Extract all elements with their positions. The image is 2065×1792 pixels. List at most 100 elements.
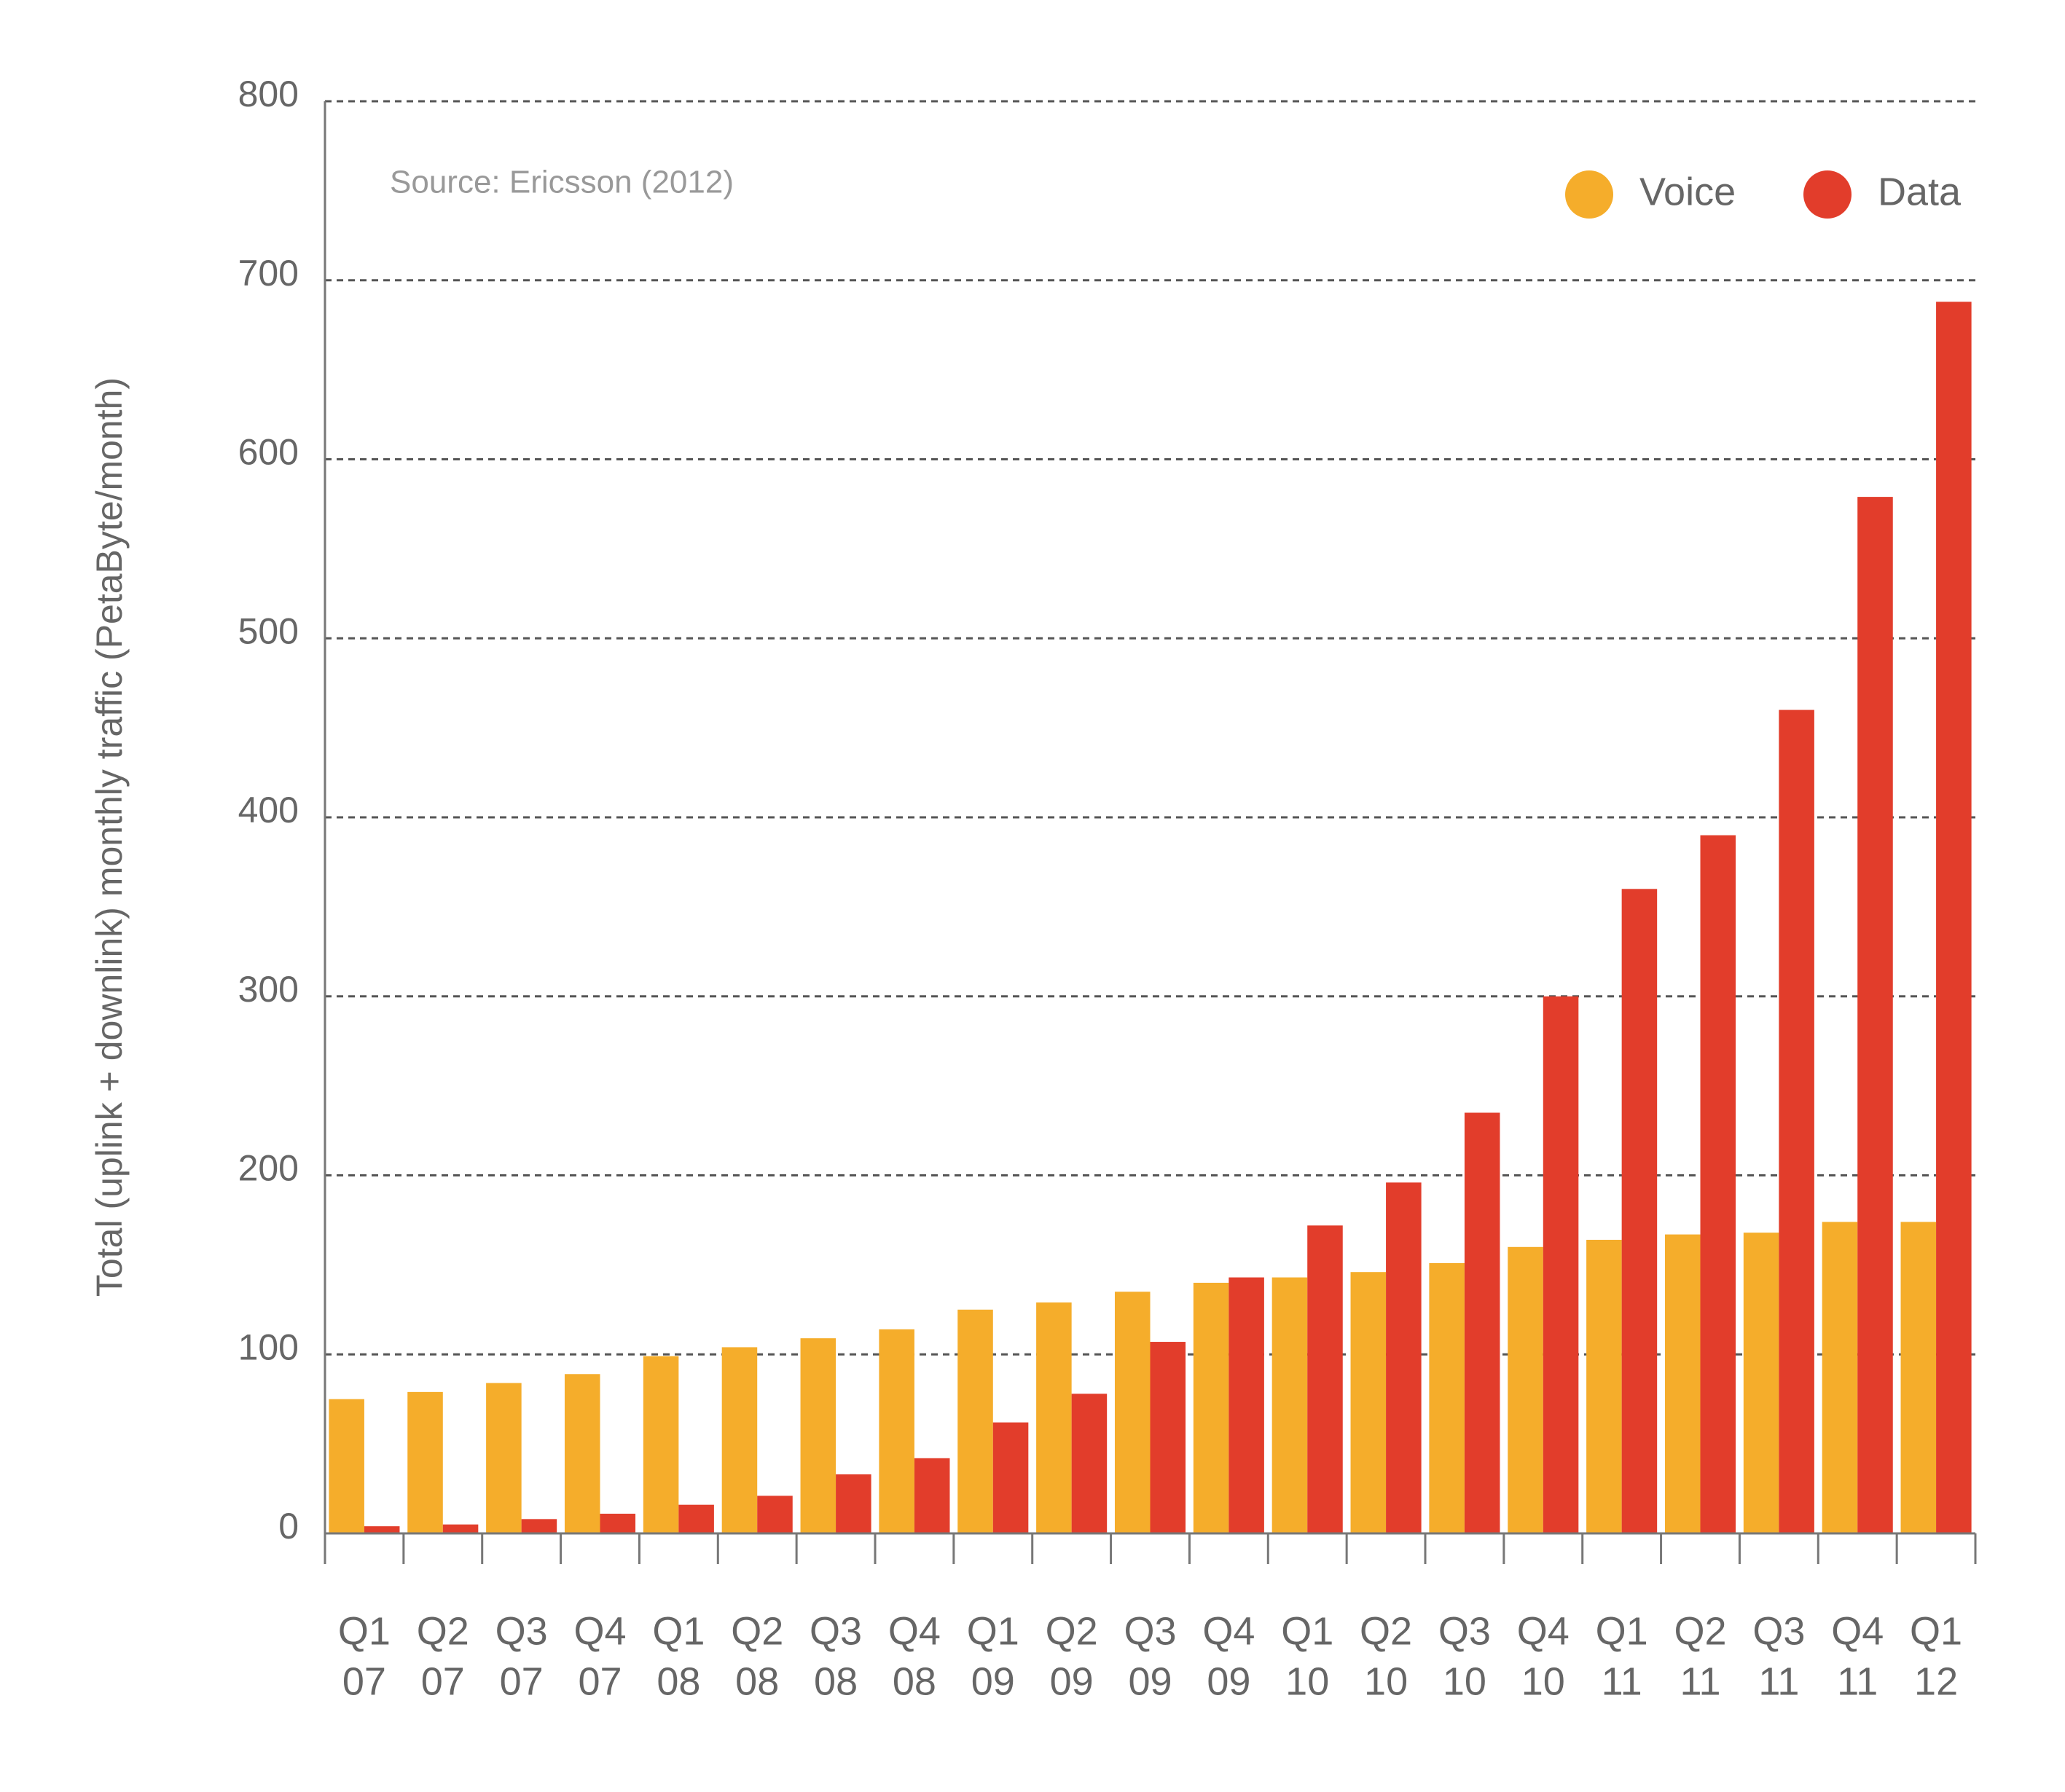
x-tick-label: 08 [893, 1659, 936, 1703]
bar [1936, 302, 1972, 1533]
x-tick-label: Q1 [1910, 1609, 1962, 1653]
bar [643, 1356, 679, 1533]
bar [1193, 1282, 1229, 1533]
bar [800, 1338, 836, 1533]
bar [1150, 1342, 1186, 1533]
x-tick-label: Q2 [1674, 1609, 1726, 1653]
x-tick-label: 11 [1680, 1659, 1720, 1703]
x-tick-label: Q4 [1202, 1609, 1255, 1653]
bar [1822, 1222, 1858, 1533]
bar [879, 1329, 914, 1533]
y-tick-label: 200 [238, 1148, 299, 1189]
x-tick-label: 07 [500, 1659, 544, 1703]
source-note: Source: Ericsson (2012) [390, 165, 734, 200]
bar [1700, 835, 1736, 1533]
bar [1543, 996, 1579, 1533]
bar [1386, 1182, 1422, 1533]
x-tick-label: Q3 [810, 1609, 862, 1653]
x-tick-label: 11 [1837, 1659, 1878, 1703]
x-tick-label: Q3 [1124, 1609, 1176, 1653]
bar [1271, 1277, 1308, 1533]
bar [1114, 1292, 1151, 1533]
x-tick-label: 07 [421, 1659, 465, 1703]
x-tick-label: 09 [1207, 1659, 1250, 1703]
y-tick-label: 500 [238, 610, 299, 651]
bar [1743, 1233, 1779, 1533]
x-tick-label: 09 [1128, 1659, 1172, 1703]
y-tick-label: 400 [238, 790, 299, 830]
y-tick-label: 300 [238, 969, 299, 1010]
x-tick-label: Q1 [1281, 1609, 1333, 1653]
bar [957, 1309, 993, 1533]
x-tick-label: 10 [1364, 1659, 1408, 1703]
bar [1429, 1262, 1465, 1533]
bar [1307, 1225, 1343, 1533]
bar [600, 1513, 636, 1533]
x-tick-label: Q1 [967, 1609, 1019, 1653]
bar [1779, 710, 1814, 1533]
bar [721, 1347, 758, 1533]
x-tick-label: Q2 [1360, 1609, 1412, 1653]
bar [1857, 497, 1893, 1534]
x-tick-label: Q1 [338, 1609, 391, 1653]
x-tick-label: Q4 [1517, 1609, 1570, 1653]
legend-label: Voice [1639, 170, 1736, 213]
bar [1071, 1394, 1108, 1533]
bar [1350, 1272, 1387, 1533]
x-tick-label: 09 [1050, 1659, 1094, 1703]
x-tick-label: Q4 [573, 1609, 626, 1653]
x-tick-label: Q3 [1438, 1609, 1491, 1653]
legend-marker [1803, 170, 1852, 219]
bar [521, 1519, 557, 1533]
x-tick-label: 07 [342, 1659, 386, 1703]
x-tick-label: Q3 [1752, 1609, 1805, 1653]
bar [1229, 1277, 1264, 1533]
bar [442, 1524, 479, 1533]
x-tick-label: Q2 [731, 1609, 783, 1653]
bar [1900, 1222, 1937, 1533]
y-tick-label: 100 [238, 1327, 299, 1367]
x-tick-label: Q2 [1046, 1609, 1098, 1653]
bar [678, 1504, 714, 1533]
y-tick-label: 0 [278, 1506, 299, 1547]
x-tick-label: Q4 [1831, 1609, 1884, 1653]
bar [1664, 1234, 1701, 1533]
x-tick-label: 08 [814, 1659, 858, 1703]
x-tick-label: 12 [1914, 1659, 1958, 1703]
x-tick-label: 10 [1443, 1659, 1486, 1703]
bar [1508, 1246, 1543, 1533]
bar [992, 1422, 1029, 1533]
bar [407, 1391, 443, 1533]
bar [757, 1496, 793, 1533]
x-tick-label: Q1 [1596, 1609, 1648, 1653]
bar [1036, 1302, 1072, 1533]
x-tick-label: Q1 [652, 1609, 705, 1653]
bar [1621, 889, 1658, 1533]
bar [1586, 1239, 1622, 1533]
bar [329, 1399, 364, 1533]
x-tick-label: 10 [1521, 1659, 1565, 1703]
y-tick-label: 800 [238, 74, 299, 114]
x-tick-label: 10 [1285, 1659, 1329, 1703]
x-tick-label: 08 [657, 1659, 700, 1703]
y-axis-title: Total (uplink + downlink) monthly traffi… [89, 377, 130, 1297]
x-tick-label: 09 [971, 1659, 1015, 1703]
x-tick-label: 08 [735, 1659, 779, 1703]
bar [364, 1526, 400, 1533]
x-tick-label: Q4 [888, 1609, 941, 1653]
x-tick-label: 07 [578, 1659, 622, 1703]
legend-label: Data [1878, 170, 1962, 213]
bar [914, 1458, 950, 1533]
legend-marker [1565, 170, 1613, 219]
y-tick-label: 600 [238, 432, 299, 473]
bar [1464, 1112, 1500, 1533]
x-tick-label: 11 [1602, 1659, 1642, 1703]
bar [564, 1374, 600, 1533]
x-tick-label: Q3 [495, 1609, 548, 1653]
x-tick-label: Q2 [417, 1609, 469, 1653]
bar [836, 1474, 871, 1533]
x-tick-label: 11 [1758, 1659, 1799, 1703]
bar [486, 1383, 522, 1533]
y-tick-label: 700 [238, 253, 299, 294]
